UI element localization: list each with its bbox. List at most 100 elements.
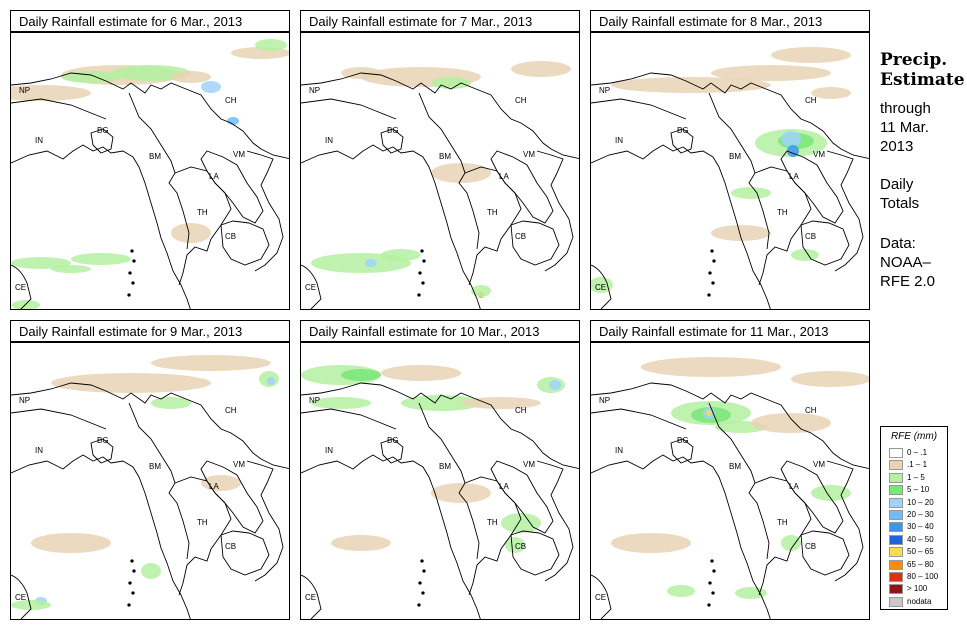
legend-label: 65 – 80 bbox=[907, 559, 934, 569]
rainfall-legend: RFE (mm) 0 – .1 .1 – 1 1 – 5 5 – 10 10 – 20 2… bbox=[880, 426, 948, 610]
rain-patch bbox=[311, 397, 371, 409]
boundary-line bbox=[301, 98, 397, 120]
country-label: NP bbox=[599, 86, 610, 95]
boundary-line bbox=[510, 220, 560, 266]
map-area: NP IN BG BM CH VM LA TH CB CE bbox=[10, 342, 290, 620]
legend-label: > 100 bbox=[907, 584, 928, 594]
legend-label: 1 – 5 bbox=[907, 472, 925, 482]
panel-title: Daily Rainfall estimate for 7 Mar., 2013 bbox=[300, 10, 580, 32]
legend-label: 20 – 30 bbox=[907, 510, 934, 519]
island bbox=[130, 249, 134, 253]
legend-label: 50 – 65 bbox=[907, 547, 934, 557]
boundary-line bbox=[464, 166, 522, 286]
island bbox=[127, 293, 131, 297]
boundary-line bbox=[11, 574, 32, 619]
side-data-label: Data: bbox=[880, 235, 916, 252]
legend-swatch bbox=[889, 572, 903, 582]
boundary-line bbox=[200, 460, 264, 534]
boundary-line bbox=[11, 454, 191, 619]
rainfall-map: NP IN BG BM CH VM LA TH CB CE bbox=[591, 357, 869, 619]
rain-patch bbox=[549, 380, 561, 390]
rain-patch bbox=[331, 535, 391, 551]
country-boundaries bbox=[11, 382, 289, 619]
island bbox=[131, 281, 135, 285]
rainfall-map: NP IN BG BM CH VM LA TH CB CE bbox=[301, 365, 579, 619]
boundary-line bbox=[380, 438, 404, 464]
island bbox=[422, 569, 426, 573]
boundary-line bbox=[220, 530, 270, 576]
country-label: TH bbox=[777, 518, 788, 527]
rain-patch bbox=[461, 397, 541, 409]
side-date-line2: 2013 bbox=[880, 138, 914, 155]
map-area: NP IN BG BM CH VM LA TH CB CE bbox=[300, 32, 580, 310]
rain-patch bbox=[267, 377, 275, 385]
island bbox=[711, 281, 715, 285]
panel-title: Daily Rainfall estimate for 10 Mar., 201… bbox=[300, 320, 580, 342]
panel-title: Daily Rainfall estimate for 9 Mar., 2013 bbox=[10, 320, 290, 342]
island bbox=[712, 569, 716, 573]
boundary-line bbox=[301, 72, 579, 160]
rain-patch bbox=[735, 587, 767, 599]
country-label: CB bbox=[515, 542, 526, 551]
rain-patches bbox=[311, 61, 571, 298]
country-label: CB bbox=[515, 232, 526, 241]
boundary-line bbox=[90, 128, 114, 154]
boundary-line bbox=[301, 144, 481, 309]
rain-patch bbox=[471, 285, 491, 297]
rain-patch bbox=[11, 257, 71, 269]
rain-patches bbox=[301, 365, 565, 553]
boundary-line bbox=[11, 144, 191, 309]
rain-patch bbox=[381, 365, 461, 381]
panel-title: Daily Rainfall estimate for 8 Mar., 2013 bbox=[590, 10, 870, 32]
country-label: IN bbox=[35, 446, 43, 455]
country-label: BG bbox=[97, 436, 109, 445]
side-date-line1: 11 Mar. bbox=[880, 119, 929, 136]
rain-patch bbox=[51, 265, 91, 273]
boundary-line bbox=[11, 264, 32, 309]
country-label: BM bbox=[439, 462, 451, 471]
legend-swatch bbox=[889, 510, 903, 520]
rain-patch bbox=[171, 223, 211, 243]
country-label: NP bbox=[309, 396, 320, 405]
legend-swatch bbox=[889, 460, 903, 471]
country-label: LA bbox=[209, 482, 219, 491]
rain-patch bbox=[11, 85, 91, 101]
rainfall-map: NP IN BG BM CH VM LA TH CB CE bbox=[301, 61, 579, 309]
country-label: IN bbox=[325, 136, 333, 145]
legend-label: .1 – 1 bbox=[907, 460, 928, 470]
country-label: TH bbox=[487, 208, 498, 217]
boundary-line bbox=[800, 220, 850, 266]
legend-swatch bbox=[889, 596, 903, 607]
boundary-line bbox=[510, 530, 560, 576]
side-source-line1: NOAA– bbox=[880, 254, 931, 271]
map-panel-6-mar: Daily Rainfall estimate for 6 Mar., 2013… bbox=[10, 10, 292, 310]
boundary-line bbox=[11, 382, 289, 470]
island bbox=[707, 293, 711, 297]
legend-swatch bbox=[889, 472, 903, 483]
country-label: VM bbox=[813, 150, 825, 159]
island bbox=[708, 271, 712, 275]
country-label: CB bbox=[225, 232, 236, 241]
country-label: BG bbox=[387, 126, 399, 135]
rain-patch bbox=[781, 131, 801, 147]
island bbox=[127, 603, 131, 607]
country-boundaries bbox=[591, 382, 869, 619]
map-area: NP IN BG BM CH VM LA TH CB CE bbox=[10, 32, 290, 310]
legend-swatch bbox=[889, 448, 903, 458]
rain-patch bbox=[791, 371, 869, 387]
boundary-line bbox=[536, 150, 574, 272]
panel-title: Daily Rainfall estimate for 11 Mar., 201… bbox=[590, 320, 870, 342]
legend-label: 30 – 40 bbox=[907, 522, 934, 532]
rainfall-map: NP IN BG BM CH VM LA TH CB CE bbox=[11, 39, 289, 309]
boundary-line bbox=[246, 150, 284, 272]
rain-patch bbox=[255, 39, 287, 51]
rain-patch bbox=[706, 410, 712, 416]
island bbox=[131, 591, 135, 595]
island bbox=[418, 271, 422, 275]
rain-patch bbox=[51, 373, 211, 393]
boundary-line bbox=[591, 382, 869, 470]
boundary-line bbox=[670, 128, 694, 154]
rain-patch bbox=[505, 537, 525, 553]
island bbox=[421, 591, 425, 595]
boundary-line bbox=[90, 438, 114, 464]
